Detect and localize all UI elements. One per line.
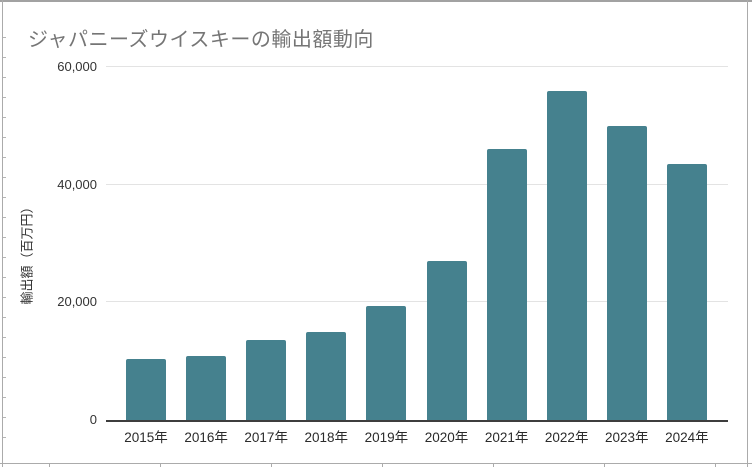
spreadsheet-right-border — [747, 0, 748, 467]
bar-2019年[interactable] — [366, 306, 407, 420]
bar-2022年[interactable] — [546, 90, 587, 420]
bar-2018年[interactable] — [306, 332, 347, 420]
spreadsheet-bottom-border — [0, 463, 752, 464]
spreadsheet-top-border — [0, 0, 752, 2]
chart-title: ジャパニーズウイスキーの輸出額動向 — [28, 29, 374, 51]
y-tick-label: 20,000 — [57, 294, 97, 310]
bar-2020年[interactable] — [426, 261, 467, 420]
bar-2015年[interactable] — [126, 358, 166, 420]
y-tick-label: 40,000 — [57, 176, 97, 192]
bar-2023年[interactable] — [606, 126, 647, 420]
y-tick-label: 60,000 — [57, 59, 97, 74]
gridline-60000 — [106, 66, 728, 67]
x-tick-label: 2022年 — [544, 430, 589, 445]
x-tick-label: 2023年 — [605, 430, 649, 445]
gridline-40000 — [106, 183, 728, 185]
bar-2021年[interactable] — [486, 148, 527, 420]
x-tick-label: 2016年 — [184, 430, 228, 445]
y-tick-label: 0 — [89, 412, 97, 427]
gridline-20000 — [106, 301, 728, 303]
x-tick-label: 2017年 — [244, 430, 288, 445]
bar-2024年[interactable] — [666, 164, 707, 420]
spreadsheet-row-ticks — [3, 18, 6, 442]
x-tick-label: 2024年 — [665, 430, 709, 445]
x-tick-label: 2018年 — [304, 430, 349, 445]
x-tick-label: 2015年 — [124, 430, 168, 445]
y-axis-title: 輸出額（百万円） — [19, 200, 35, 305]
x-tick-label: 2020年 — [424, 430, 469, 445]
spreadsheet-left-border — [2, 0, 3, 467]
plot-area — [106, 66, 728, 422]
spreadsheet-column-ticks — [0, 464, 752, 467]
bar-2017年[interactable] — [246, 340, 287, 420]
x-tick-label: 2019年 — [364, 430, 409, 445]
x-tick-label: 2021年 — [484, 430, 529, 445]
bar-2016年[interactable] — [186, 356, 227, 420]
